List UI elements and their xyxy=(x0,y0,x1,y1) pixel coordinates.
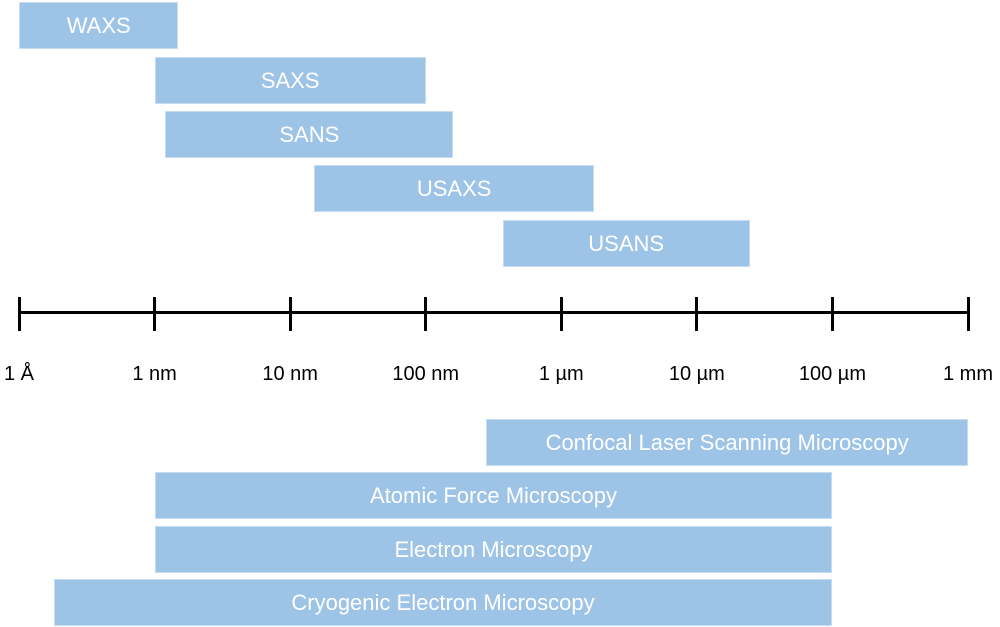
axis-tick xyxy=(17,297,21,331)
scattering-technique-bar: USANS xyxy=(502,220,750,267)
axis-tick xyxy=(559,297,563,331)
axis-tick xyxy=(966,297,970,331)
axis-tick xyxy=(830,297,834,331)
scattering-technique-bar: SAXS xyxy=(154,57,426,104)
scattering-technique-bar: SANS xyxy=(165,111,454,158)
axis-tick-label: 1 Å xyxy=(3,363,35,385)
length-scale-axis xyxy=(19,311,968,314)
axis-tick-label: 1 µm xyxy=(538,363,584,385)
microscopy-technique-bar: Electron Microscopy xyxy=(154,526,833,573)
microscopy-technique-bar: Cryogenic Electron Microscopy xyxy=(53,579,833,626)
microscopy-technique-bar: Confocal Laser Scanning Microscopy xyxy=(486,419,968,466)
axis-tick-label: 1 mm xyxy=(943,363,993,385)
scattering-technique-bar: USAXS xyxy=(314,165,595,212)
axis-tick-label: 100 µm xyxy=(798,363,866,385)
axis-tick-label: 100 nm xyxy=(392,363,460,385)
axis-tick xyxy=(288,297,292,331)
microscopy-technique-bar: Atomic Force Microscopy xyxy=(154,472,833,519)
axis-tick-label: 1 nm xyxy=(132,363,177,385)
axis-tick xyxy=(153,297,157,331)
scattering-technique-bar: WAXS xyxy=(19,2,179,49)
axis-tick xyxy=(695,297,699,331)
axis-tick-label: 10 nm xyxy=(262,363,318,385)
axis-tick xyxy=(424,297,428,331)
axis-tick-label: 10 µm xyxy=(668,363,725,385)
